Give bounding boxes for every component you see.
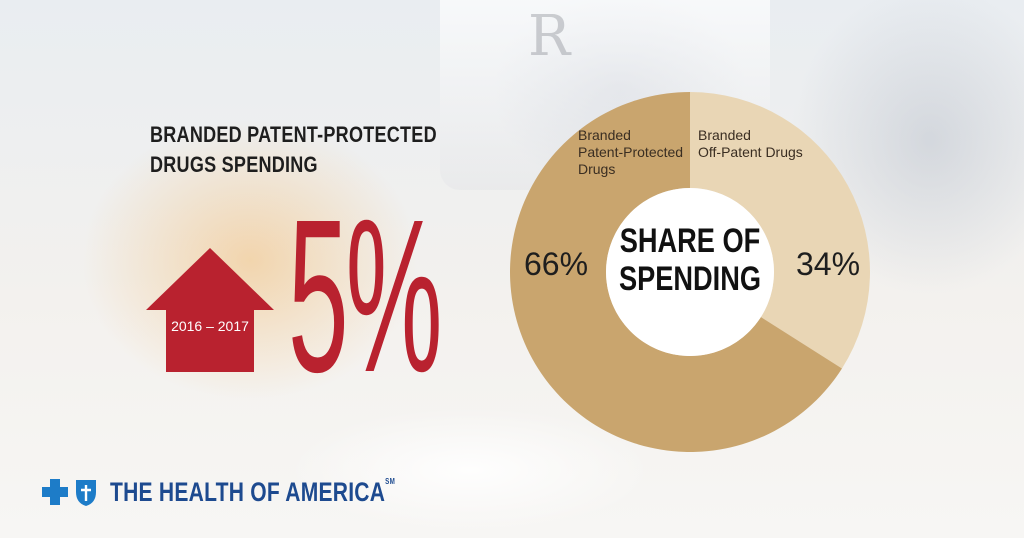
category-label-line: Patent-Protected <box>578 144 684 160</box>
service-mark: SM <box>385 476 396 486</box>
share-donut-chart <box>510 92 870 452</box>
brand-logo-icon <box>42 479 96 506</box>
brand-footer: THE HEALTH OF AMERICASM <box>40 474 475 510</box>
change-percent: 5% <box>288 175 443 418</box>
category-label-line: Drugs <box>578 161 616 177</box>
up-arrow-shape <box>146 248 274 372</box>
category-label-off-patent: Branded Off-Patent Drugs <box>698 127 803 161</box>
category-label-patent-protected: Branded Patent-Protected Drugs <box>578 127 683 178</box>
headline-line-1: BRANDED PATENT-PROTECTED <box>150 122 437 147</box>
chart-title-line: SPENDING <box>618 260 762 298</box>
rx-mark: R <box>528 4 571 69</box>
slice-patent-protected <box>510 92 842 452</box>
headline-line-2: DRUGS SPENDING <box>150 152 318 177</box>
chart-title: SHARE OF SPENDING <box>618 222 762 298</box>
category-label-line: Off-Patent Drugs <box>698 144 803 160</box>
value-label-patent-protected: 66% <box>524 246 589 282</box>
up-arrow-icon <box>146 248 274 372</box>
slice-off-patent <box>690 92 870 369</box>
brand-name-text: THE HEALTH OF AMERICA <box>110 476 386 507</box>
chart-title-line: SHARE OF <box>619 222 761 260</box>
donut-hole <box>606 188 774 356</box>
brand-name: THE HEALTH OF AMERICASM <box>110 477 395 508</box>
headline: BRANDED PATENT-PROTECTED DRUGS SPENDING <box>150 120 437 180</box>
category-label-line: Branded <box>698 127 751 143</box>
value-label-off-patent: 34% <box>796 246 861 282</box>
period-label: 2016 – 2017 <box>171 318 249 334</box>
category-label-line: Branded <box>578 127 631 143</box>
